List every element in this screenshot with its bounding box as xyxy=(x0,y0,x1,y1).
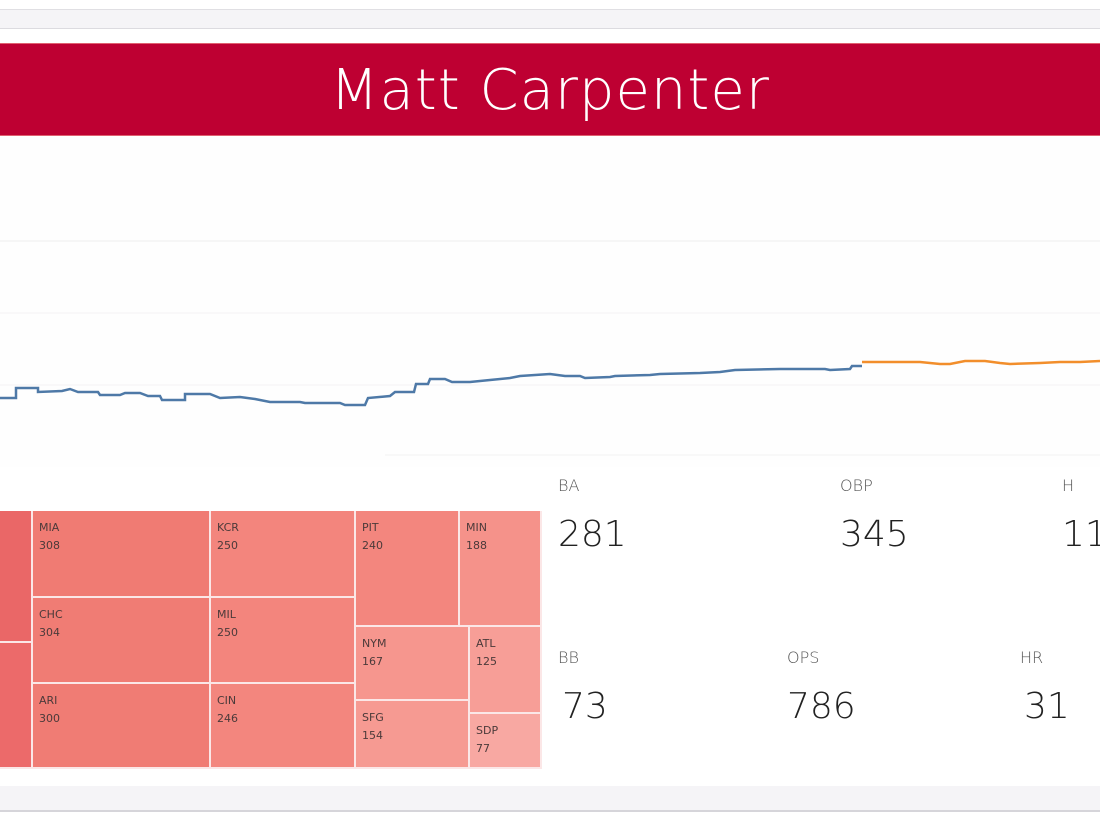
tile-team: ARI xyxy=(39,694,58,707)
title-banner: Matt Carpenter xyxy=(0,43,1100,136)
tile-value: 77 xyxy=(476,742,490,755)
tile-value: 167 xyxy=(362,655,383,668)
treemap-tile-min[interactable]: MIN 188 xyxy=(460,511,542,627)
top-toolbar xyxy=(0,9,1100,29)
tile-value: 304 xyxy=(39,626,60,639)
tile-value: 240 xyxy=(362,539,383,552)
tile-team: SDP xyxy=(476,724,499,737)
kpi-hr-label: HR xyxy=(1020,648,1044,667)
tile-value: 246 xyxy=(217,712,238,725)
kpi-ba-label: BA xyxy=(558,476,580,495)
treemap-tile[interactable] xyxy=(0,511,33,643)
treemap-tile-mia[interactable]: MIA 308 xyxy=(33,511,211,598)
line-series-past[interactable] xyxy=(0,364,862,407)
tile-team: KCR xyxy=(217,521,239,534)
treemap-tile-kcr[interactable]: KCR 250 xyxy=(211,511,356,598)
tile-value: 125 xyxy=(476,655,497,668)
kpi-h-value: 11 xyxy=(1062,514,1100,555)
tile-team: CHC xyxy=(39,608,63,621)
player-name: Matt Carpenter xyxy=(330,58,770,123)
treemap-tile-ari[interactable]: ARI 300 xyxy=(33,684,211,769)
team-treemap: MIA 308 CHC 304 ARI 300 KCR 250 MIL 250 CIN 24… xyxy=(0,511,542,769)
tile-value: 154 xyxy=(362,729,383,742)
tile-team: CIN xyxy=(217,694,237,707)
treemap-tile-mil[interactable]: MIL 250 xyxy=(211,598,356,684)
tile-team: MIN xyxy=(466,521,487,534)
tile-team: SFG xyxy=(362,711,384,724)
kpi-bb-value: 73 xyxy=(562,686,608,727)
tile-value: 250 xyxy=(217,626,238,639)
treemap-tile-pit[interactable]: PIT 240 xyxy=(356,511,460,627)
treemap-tile-atl[interactable]: ATL 125 xyxy=(470,627,542,714)
bottom-toolbar xyxy=(0,786,1100,812)
kpi-bb-label: BB xyxy=(558,648,579,667)
line-chart-svg xyxy=(0,240,1100,456)
treemap-tile-chc[interactable]: CHC 304 xyxy=(33,598,211,684)
kpi-ops-label: OPS xyxy=(787,648,820,667)
tile-value: 300 xyxy=(39,712,60,725)
tile-value: 250 xyxy=(217,539,238,552)
treemap-tile-sfg[interactable]: SFG 154 xyxy=(356,701,470,769)
treemap-tile-nym[interactable]: NYM 167 xyxy=(356,627,470,701)
kpi-ba-value: 281 xyxy=(558,514,627,555)
kpi-obp-label: OBP xyxy=(840,476,873,495)
line-series-current[interactable] xyxy=(862,359,1100,366)
tile-value: 308 xyxy=(39,539,60,552)
kpi-h-label: H xyxy=(1062,476,1075,495)
tile-value: 188 xyxy=(466,539,487,552)
tile-team: ATL xyxy=(476,637,496,650)
tile-team: PIT xyxy=(362,521,379,534)
kpi-hr-value: 31 xyxy=(1024,686,1070,727)
treemap-tile[interactable] xyxy=(0,643,33,769)
tile-team: NYM xyxy=(362,637,387,650)
treemap-tile-sdp[interactable]: SDP 77 xyxy=(470,714,542,769)
line-chart[interactable] xyxy=(0,137,1100,467)
kpi-obp-value: 345 xyxy=(840,514,909,555)
tile-team: MIL xyxy=(217,608,236,621)
kpi-ops-value: 786 xyxy=(787,686,856,727)
treemap-tile-cin[interactable]: CIN 246 xyxy=(211,684,356,769)
tile-team: MIA xyxy=(39,521,60,534)
